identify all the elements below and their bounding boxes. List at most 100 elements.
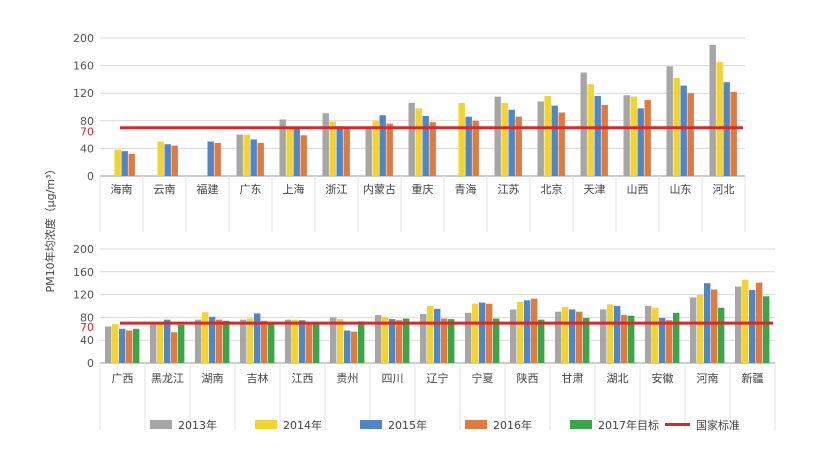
category-label: 山西 bbox=[627, 183, 649, 196]
bar bbox=[358, 321, 365, 363]
bar bbox=[112, 324, 119, 363]
bar bbox=[164, 319, 171, 363]
y-tick-label: 40 bbox=[80, 142, 94, 155]
bar bbox=[479, 302, 486, 363]
category-label: 江西 bbox=[292, 372, 314, 385]
category-label: 北京 bbox=[541, 182, 563, 196]
bar bbox=[749, 290, 756, 363]
bar bbox=[216, 319, 223, 363]
bar bbox=[223, 320, 230, 363]
bar bbox=[299, 320, 306, 363]
bar bbox=[427, 306, 434, 363]
category-label: 云南 bbox=[154, 183, 176, 196]
bar bbox=[562, 307, 569, 363]
bar bbox=[551, 105, 558, 176]
bar bbox=[164, 144, 171, 176]
bar bbox=[306, 322, 313, 363]
bar bbox=[214, 142, 221, 176]
bar bbox=[637, 108, 644, 176]
legend-swatch bbox=[150, 420, 172, 429]
bar bbox=[711, 289, 718, 363]
bar bbox=[441, 318, 448, 363]
reference-label: 70 bbox=[80, 321, 94, 334]
bar bbox=[607, 304, 614, 363]
bar bbox=[250, 139, 257, 176]
bar bbox=[408, 102, 415, 176]
bar bbox=[486, 303, 493, 363]
bar bbox=[344, 330, 351, 363]
bar bbox=[558, 112, 565, 176]
bar bbox=[150, 323, 157, 363]
y-tick-label: 80 bbox=[80, 311, 94, 324]
bar bbox=[382, 316, 389, 363]
bar bbox=[292, 319, 299, 363]
bar bbox=[718, 307, 725, 363]
category-label: 宁夏 bbox=[472, 371, 494, 385]
chart-panel-top: 0 40 80 120 160 200 海南 云南 福建 广东 上海 浙江 内蒙古 重庆 青海 江苏 北京 天津 山… bbox=[73, 32, 746, 232]
bar bbox=[472, 120, 479, 176]
y-tick-label: 0 bbox=[87, 170, 94, 183]
bar bbox=[472, 303, 479, 363]
category-label: 广东 bbox=[240, 183, 262, 196]
bar bbox=[114, 149, 121, 176]
category-label: 湖南 bbox=[202, 372, 224, 385]
bar bbox=[343, 127, 350, 176]
bar bbox=[621, 315, 628, 363]
category-label: 内蒙古 bbox=[363, 182, 396, 196]
bar bbox=[544, 95, 551, 176]
category-label: 天津 bbox=[584, 183, 606, 196]
bar bbox=[121, 151, 128, 176]
category-label: 重庆 bbox=[412, 182, 434, 196]
bar bbox=[515, 116, 522, 176]
bar bbox=[415, 108, 422, 176]
bar bbox=[240, 319, 247, 363]
bar bbox=[458, 102, 465, 176]
bar bbox=[157, 322, 164, 363]
bar bbox=[538, 319, 545, 363]
bar bbox=[601, 104, 608, 176]
category-label: 湖北 bbox=[607, 372, 629, 385]
bar bbox=[157, 141, 164, 176]
category-label: 上海 bbox=[283, 182, 305, 196]
bar bbox=[517, 302, 524, 363]
bar bbox=[493, 318, 500, 363]
legend-swatch bbox=[570, 420, 592, 429]
y-tick-label: 200 bbox=[73, 243, 94, 256]
bar bbox=[365, 127, 372, 176]
bar bbox=[687, 93, 694, 176]
bar bbox=[254, 313, 261, 363]
y-tick-label: 120 bbox=[73, 289, 94, 302]
y-tick-label: 0 bbox=[87, 357, 94, 370]
bar bbox=[119, 328, 126, 363]
legend-swatch bbox=[465, 420, 487, 429]
bar bbox=[372, 120, 379, 176]
reference-label: 70 bbox=[80, 126, 94, 139]
bar bbox=[429, 122, 436, 176]
y-tick-label: 80 bbox=[80, 115, 94, 128]
bar bbox=[133, 328, 140, 363]
bar bbox=[510, 309, 517, 363]
bar bbox=[268, 323, 275, 363]
bar bbox=[379, 115, 386, 176]
bar bbox=[389, 319, 396, 363]
legend-swatch bbox=[360, 420, 382, 429]
bar bbox=[673, 312, 680, 363]
chart-panel-bottom: 0 40 80 120 160 200 广西 黑龙江 湖南 吉林 江西 贵州 四川 辽宁 宁夏 陕西 甘肃 湖北 安… bbox=[73, 243, 776, 430]
bar bbox=[630, 96, 637, 176]
bar bbox=[730, 91, 737, 176]
y-tick-label: 120 bbox=[73, 87, 94, 100]
bar bbox=[508, 109, 515, 176]
category-label: 山东 bbox=[670, 183, 692, 196]
bar bbox=[448, 319, 455, 363]
legend-label: 2013年 bbox=[178, 418, 217, 432]
bar bbox=[286, 127, 293, 176]
bar bbox=[652, 307, 659, 363]
bar bbox=[403, 318, 410, 363]
y-tick-label: 200 bbox=[73, 32, 94, 45]
bar bbox=[313, 322, 320, 363]
bar bbox=[329, 121, 336, 176]
bar bbox=[569, 309, 576, 363]
category-label: 河南 bbox=[697, 372, 719, 385]
bar bbox=[375, 315, 382, 363]
